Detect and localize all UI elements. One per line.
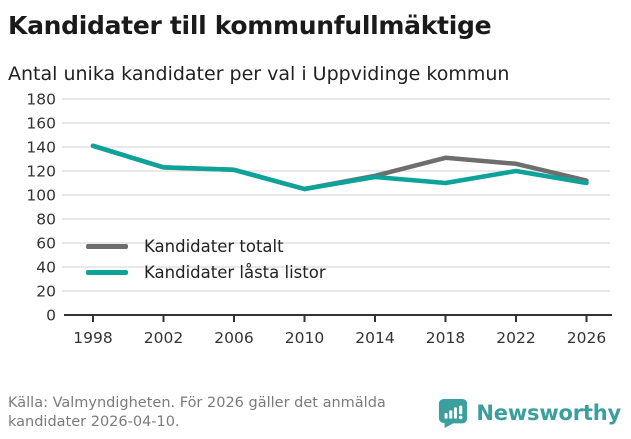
legend-item: Kandidater totalt — [86, 237, 326, 256]
x-axis-tick-label: 2014 — [355, 329, 394, 347]
x-axis-tick-label: 2002 — [144, 329, 183, 347]
y-axis-tick-label: 100 — [26, 186, 56, 204]
y-axis-tick-label: 80 — [36, 210, 56, 228]
chart-subtitle: Antal unika kandidater per val i Uppvidi… — [8, 62, 510, 85]
y-axis-tick-label: 180 — [26, 90, 56, 108]
x-axis-tick-label: 2006 — [214, 329, 253, 347]
chart-title: Kandidater till kommunfullmäktige — [8, 11, 492, 40]
y-axis-tick-label: 140 — [26, 138, 56, 156]
chart-footer: Källa: Valmyndigheten. För 2026 gäller d… — [0, 394, 631, 433]
newsworthy-logo-icon — [439, 399, 468, 429]
legend-swatch — [86, 243, 128, 249]
x-axis-tick-label: 2010 — [285, 329, 324, 347]
y-axis-tick-label: 60 — [36, 234, 56, 252]
legend-swatch — [86, 269, 128, 275]
chart-canvas: 0 20 40 60 80 100 120 140 160 180 1998 2002 2006 2010… — [26, 90, 612, 347]
newsworthy-brand[interactable]: Newsworthy — [438, 398, 621, 429]
source-note: Källa: Valmyndigheten. För 2026 gäller d… — [8, 394, 386, 431]
legend-label: Kandidater totalt — [144, 236, 284, 256]
x-axis-tick-label: 2026 — [567, 329, 606, 347]
y-axis-tick-label: 120 — [26, 162, 56, 180]
legend-label: Kandidater låsta listor — [144, 262, 326, 282]
line-chart: 0 20 40 60 80 100 120 140 160 180 1998 2002 2006 2010… — [0, 87, 631, 377]
x-axis-tick-label: 2022 — [496, 329, 535, 347]
x-axis-tick-label: 2018 — [426, 329, 465, 347]
y-axis-tick-label: 20 — [36, 282, 56, 300]
series-line — [90, 143, 589, 191]
brand-name: Newsworthy — [476, 401, 621, 426]
x-axis-tick-label: 1998 — [73, 329, 112, 347]
y-axis-tick-label: 0 — [46, 306, 56, 324]
chart-legend: Kandidater totalt Kandidater låsta listor — [86, 237, 326, 282]
legend-item: Kandidater låsta listor — [86, 263, 326, 282]
y-axis-tick-label: 160 — [26, 114, 56, 132]
y-axis-tick-label: 40 — [36, 258, 56, 276]
